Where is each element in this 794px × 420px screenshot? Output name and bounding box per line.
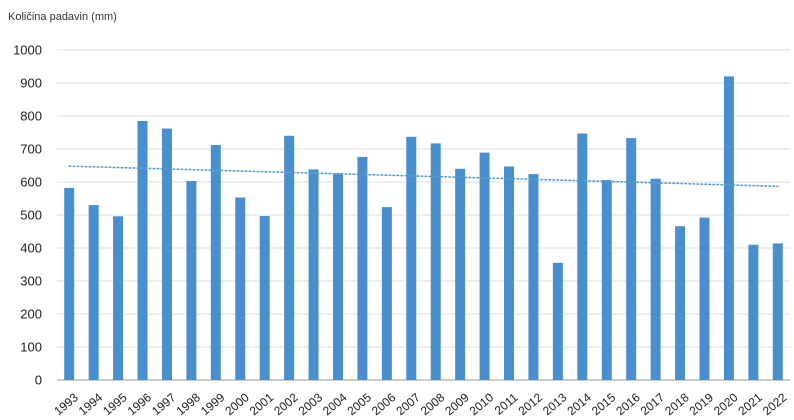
x-tick-label: 1999 (198, 390, 228, 418)
bar-2010 (480, 153, 490, 380)
y-tick-label: 1000 (13, 43, 42, 58)
bars (64, 76, 783, 380)
y-tick-label: 700 (20, 142, 42, 157)
y-axis-label: Količina padavin (mm) (8, 11, 117, 23)
x-tick-label: 2016 (613, 390, 643, 418)
bar-2015 (602, 180, 612, 380)
x-tick-label: 2015 (589, 390, 619, 418)
bar-2000 (235, 198, 245, 380)
trendline (69, 166, 778, 186)
bar-1996 (138, 121, 148, 380)
x-tick-label: 2004 (320, 390, 350, 418)
bar-2016 (626, 138, 636, 380)
x-tick-label: 2006 (369, 390, 399, 418)
bar-2008 (431, 143, 441, 380)
x-axis-ticks: 1993199419951996199719981999200020012002… (51, 390, 789, 418)
bar-2005 (357, 157, 367, 380)
bar-2018 (675, 226, 685, 380)
x-tick-label: 1996 (125, 390, 155, 418)
bar-1994 (89, 205, 99, 380)
x-tick-label: 2010 (467, 390, 497, 418)
x-tick-label: 2000 (222, 390, 252, 418)
x-tick-label: 2014 (564, 390, 594, 418)
x-tick-label: 2020 (711, 390, 741, 418)
y-tick-label: 800 (20, 109, 42, 124)
x-tick-label: 2017 (638, 390, 668, 418)
bar-2001 (260, 216, 270, 380)
bar-2020 (724, 76, 734, 380)
bar-2013 (553, 263, 563, 380)
bar-2004 (333, 173, 343, 380)
x-tick-label: 2005 (345, 390, 375, 418)
x-tick-label: 2009 (442, 390, 472, 418)
bar-1995 (113, 216, 123, 380)
x-tick-label: 2021 (735, 390, 765, 418)
y-tick-label: 400 (20, 241, 42, 256)
bar-2014 (577, 133, 587, 380)
bar-2017 (651, 179, 661, 380)
x-tick-label: 1994 (76, 390, 106, 418)
bar-2019 (699, 218, 709, 380)
bar-2022 (773, 243, 783, 380)
bar-1993 (64, 188, 74, 380)
bar-1998 (186, 181, 196, 380)
x-tick-label: 1993 (51, 390, 81, 418)
y-axis-ticks: 0 100 200 300 400 500 600 700 800 900 1000 (13, 43, 42, 388)
bar-2003 (309, 169, 319, 380)
bar-2006 (382, 207, 392, 380)
trendline-group (69, 166, 778, 186)
x-tick-label: 1998 (174, 390, 204, 418)
y-tick-label: 500 (20, 208, 42, 223)
bar-2007 (406, 137, 416, 380)
x-tick-label: 2018 (662, 390, 692, 418)
x-tick-label: 2022 (760, 390, 790, 418)
y-tick-label: 300 (20, 274, 42, 289)
x-tick-label: 2002 (271, 390, 301, 418)
x-tick-label: 1995 (100, 390, 130, 418)
y-tick-label: 600 (20, 175, 42, 190)
x-tick-label: 2013 (540, 390, 570, 418)
y-tick-label: 900 (20, 76, 42, 91)
bar-2011 (504, 166, 514, 380)
y-tick-label: 0 (35, 373, 42, 388)
bar-1999 (211, 145, 221, 380)
bar-1997 (162, 129, 172, 380)
x-tick-label: 2019 (687, 390, 717, 418)
x-tick-label: 2008 (418, 390, 448, 418)
x-tick-label: 2011 (492, 390, 521, 418)
bar-2021 (748, 245, 758, 380)
bar-2012 (528, 174, 538, 380)
x-tick-label: 2007 (393, 390, 423, 418)
x-tick-label: 2001 (247, 390, 277, 418)
x-tick-label: 1997 (149, 390, 179, 418)
bar-2009 (455, 169, 465, 380)
x-tick-label: 2003 (296, 390, 326, 418)
y-tick-label: 100 (20, 340, 42, 355)
y-tick-label: 200 (20, 307, 42, 322)
x-tick-label: 2012 (516, 390, 546, 418)
